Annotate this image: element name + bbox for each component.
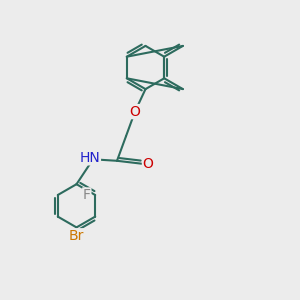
Text: Br: Br bbox=[69, 229, 84, 243]
Text: O: O bbox=[130, 105, 140, 118]
Text: F: F bbox=[83, 188, 91, 202]
Text: HN: HN bbox=[80, 151, 100, 165]
Text: O: O bbox=[142, 157, 153, 171]
